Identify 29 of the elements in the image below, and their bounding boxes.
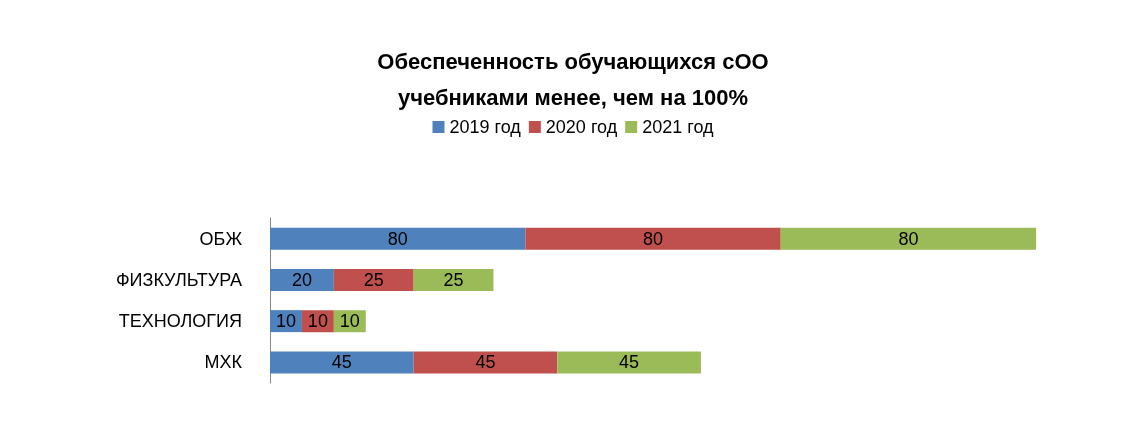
data-label: 25 [363,269,384,290]
bar [270,227,526,250]
legend-label: 2021 год [642,117,714,137]
data-label: 20 [291,269,312,290]
bar [780,227,1037,250]
bar [557,351,701,374]
data-label: 45 [619,352,640,373]
bar [270,268,334,291]
bar [333,268,414,291]
chart-title: Обеспеченность обучающихся сОО учебниками менее, чем на 100% [377,48,769,110]
data-label: 10 [275,311,296,332]
legend-label: 2020 год [545,117,618,137]
y-tick-label: ФИЗКУЛЬТУРА [115,269,242,290]
legend-label: 2019 год [449,117,522,137]
y-tick-label: ОБЖ [199,228,243,249]
data-label: 45 [331,352,352,373]
bar [413,351,558,374]
y-tick-label: МХК [204,352,243,373]
data-label: 10 [307,311,328,332]
data-label: 80 [898,228,919,249]
data-label: 80 [387,228,408,249]
data-label: 80 [643,228,664,249]
bar [525,227,781,250]
data-label: 10 [339,311,360,332]
data-label: 25 [443,269,464,290]
data-label: 45 [475,352,496,373]
y-tick-label: ТЕХНОЛОГИЯ [118,311,242,332]
bar [270,351,414,374]
bar [413,268,494,291]
